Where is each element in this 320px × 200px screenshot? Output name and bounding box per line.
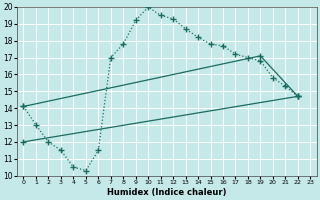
- X-axis label: Humidex (Indice chaleur): Humidex (Indice chaleur): [107, 188, 227, 197]
